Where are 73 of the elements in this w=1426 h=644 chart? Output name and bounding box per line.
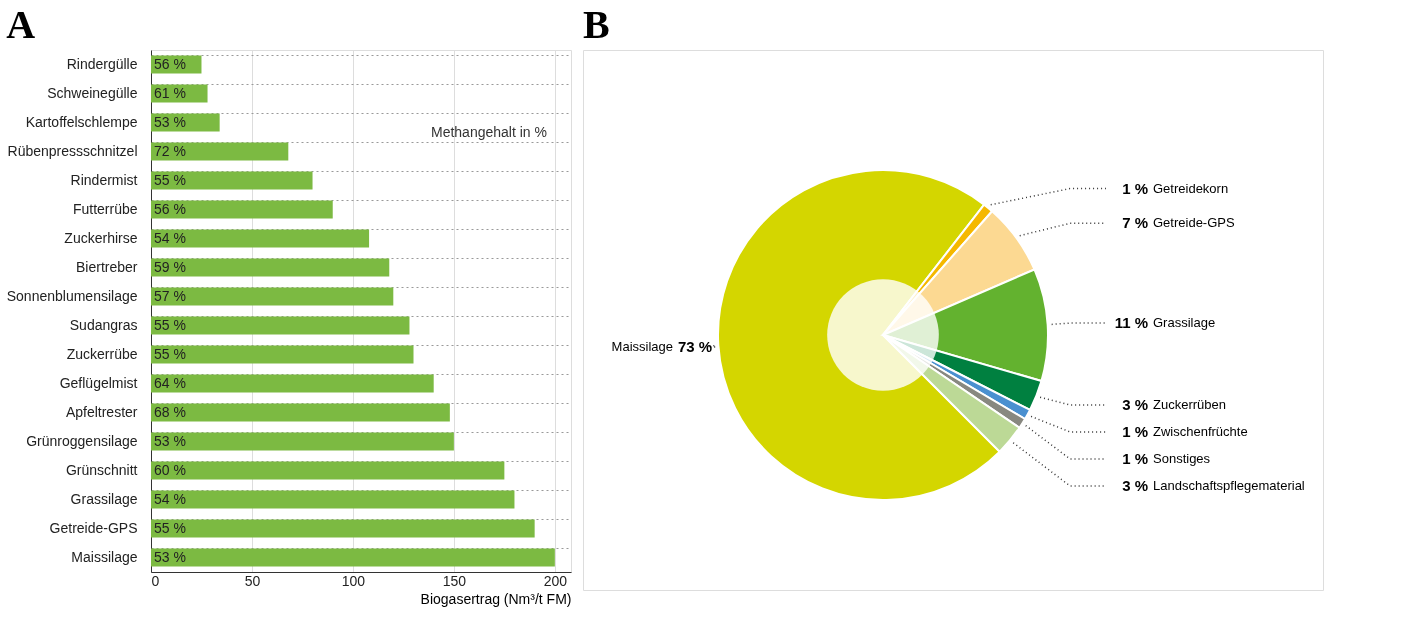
bar — [151, 403, 450, 422]
y-tick-label: Zuckerrübe — [66, 345, 138, 362]
annotation: 53 % — [154, 113, 186, 130]
data-label: 11 % — [1114, 314, 1148, 332]
annotation: 64 % — [154, 374, 186, 391]
data-label: 3 % — [1122, 395, 1148, 413]
x-axis-title: Biogasertrag (Nm³/t FM) — [420, 590, 572, 607]
slice-label: Zwischenfrüchte — [1153, 423, 1248, 439]
annotation: 72 % — [154, 142, 186, 159]
y-tick-label: Sudangras — [69, 316, 138, 333]
annotation: 61 % — [154, 84, 186, 101]
bar — [151, 229, 370, 248]
chart-title: B — [583, 2, 610, 47]
y-tick-label: Zuckerhirse — [64, 229, 138, 246]
data-label: 1 % — [1122, 422, 1148, 440]
annotation: 60 % — [154, 461, 186, 478]
x-tick-label: 50 — [244, 572, 261, 589]
annotation: Methangehalt in % — [431, 124, 547, 140]
slice-label: Landschaftspflegematerial — [1153, 477, 1305, 493]
y-tick-label: Geflügelmist — [59, 374, 138, 391]
x-tick-label: 0 — [151, 572, 160, 589]
annotation: 55 % — [154, 519, 186, 536]
y-tick-label: Rübenpressschnitzel — [7, 142, 138, 159]
data-label: 3 % — [1122, 476, 1148, 494]
bar — [151, 345, 414, 364]
y-tick-label: Rindermist — [70, 171, 138, 188]
y-tick-label: Grünschnitt — [65, 461, 138, 478]
bar — [151, 490, 515, 509]
annotation: 53 % — [154, 432, 186, 449]
chart-title: A — [6, 2, 36, 47]
annotation: 55 % — [154, 316, 186, 333]
annotation: 68 % — [154, 403, 186, 420]
bar — [151, 519, 535, 538]
bar — [151, 287, 394, 306]
y-tick-label: Getreide-GPS — [49, 519, 138, 536]
annotation: 57 % — [154, 287, 186, 304]
annotation: 56 % — [154, 55, 186, 72]
bar — [151, 374, 434, 393]
bar — [151, 258, 390, 277]
annotation: 54 % — [154, 490, 186, 507]
annotation: 59 % — [154, 258, 186, 275]
bar — [151, 461, 505, 480]
annotation: 54 % — [154, 229, 186, 246]
annotation: 55 % — [154, 345, 186, 362]
x-tick-label: 200 — [543, 572, 568, 589]
annotation: 56 % — [154, 200, 186, 217]
y-tick-label: Rindergülle — [66, 55, 138, 72]
annotation: 53 % — [154, 548, 186, 565]
data-label: 73 % — [678, 337, 713, 355]
slice-label: Zuckerrüben — [1153, 396, 1226, 412]
slice-label: Sonstiges — [1153, 450, 1211, 466]
data-label: 7 % — [1122, 214, 1148, 232]
bar — [151, 548, 555, 567]
y-tick-label: Sonnenblumensilage — [6, 287, 138, 304]
y-tick-label: Kartoffelschlempe — [25, 113, 138, 130]
slice-label: Maissilage — [611, 338, 673, 354]
y-tick-label: Futterrübe — [72, 200, 138, 217]
slice-label: Grassilage — [1153, 315, 1216, 331]
y-tick-label: Schweinegülle — [47, 84, 138, 101]
y-tick-label: Apfeltrester — [65, 403, 138, 420]
slice-label: Getreide-GPS — [1153, 215, 1235, 231]
y-tick-label: Grünroggensilage — [26, 432, 138, 449]
y-tick-label: Maissilage — [71, 548, 138, 565]
bar — [151, 432, 454, 451]
x-tick-label: 150 — [442, 572, 467, 589]
x-tick-label: 100 — [341, 572, 366, 589]
data-label: 1 % — [1122, 449, 1148, 467]
y-tick-label: Grassilage — [70, 490, 138, 507]
bar — [151, 316, 410, 335]
data-label: 1 % — [1122, 179, 1148, 197]
slice-label: Getreidekorn — [1153, 180, 1229, 196]
y-tick-label: Biertreber — [76, 258, 138, 275]
annotation: 55 % — [154, 171, 186, 188]
